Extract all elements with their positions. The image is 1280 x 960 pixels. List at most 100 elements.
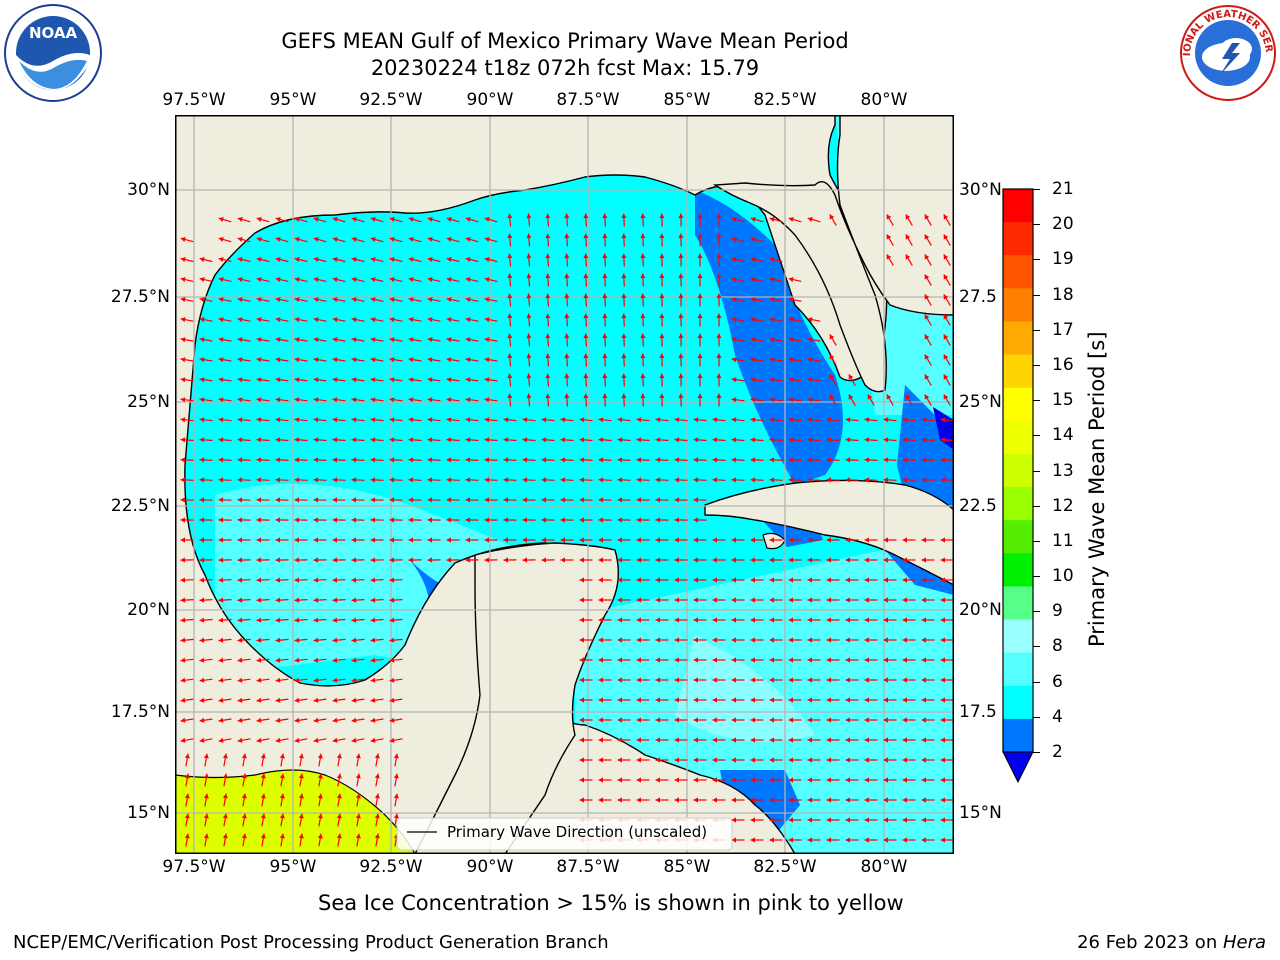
wave-arrow-head: [351, 237, 357, 242]
wave-arrow-head: [427, 357, 433, 363]
wave-arrow-head: [465, 277, 471, 283]
wave-arrow-head: [826, 617, 831, 623]
wave-arrow-head: [389, 337, 395, 343]
wave-arrow-head: [636, 577, 641, 583]
wave-arrow-head: [180, 337, 186, 343]
wave-arrow-head: [507, 293, 513, 299]
wave-arrow-head: [788, 557, 793, 563]
wave-arrow-head: [769, 477, 775, 483]
wave-arrow-head: [602, 373, 608, 379]
wave-arrow-head: [750, 437, 756, 443]
wave-arrow-head: [943, 214, 949, 220]
wave-arrow-head: [279, 773, 285, 779]
wave-arrow-head: [617, 717, 622, 723]
wave-arrow-head: [940, 817, 945, 823]
wave-arrow-head: [427, 217, 433, 222]
wave-arrow-head: [902, 457, 908, 463]
wave-arrow-head: [940, 777, 945, 783]
wave-arrow-head: [370, 277, 376, 283]
wave-arrow-head: [674, 417, 680, 423]
wave-arrow-head: [640, 373, 646, 379]
wave-arrow-head: [294, 337, 300, 343]
wave-arrow-head: [237, 257, 243, 263]
wave-arrow-head: [621, 313, 627, 319]
wave-arrow-head: [712, 657, 717, 663]
wave-arrow-head: [769, 317, 775, 323]
wave-arrow-head: [883, 437, 889, 443]
producer-credit: NCEP/EMC/Verification Post Processing Pr…: [13, 932, 609, 953]
wave-arrow-head: [826, 837, 831, 843]
wave-arrow-head: [180, 437, 186, 443]
wave-arrow-head: [370, 737, 376, 743]
wave-arrow-head: [769, 357, 775, 363]
wave-arrow-head: [655, 537, 660, 543]
wave-arrow-head: [883, 657, 888, 663]
wave-arrow-head: [886, 254, 892, 260]
period-below-2s-patch: [933, 407, 954, 450]
wave-arrow-head: [332, 637, 338, 643]
wave-arrow-head: [389, 357, 395, 363]
wave-arrow-head: [693, 517, 698, 523]
wave-arrow-head: [275, 637, 281, 643]
wave-arrow-head: [465, 237, 471, 242]
wave-arrow-head: [256, 217, 262, 222]
wave-arrow-head: [636, 617, 641, 623]
lon-tick: 87.5°W: [556, 90, 620, 110]
wave-arrow-head: [199, 617, 205, 623]
wave-arrow-head: [275, 737, 281, 743]
map-title: GEFS MEAN Gulf of Mexico Primary Wave Me…: [281, 29, 849, 53]
lon-tick: 82.5°W: [753, 90, 817, 110]
wave-arrow-head: [256, 517, 261, 523]
wave-arrow-head: [237, 277, 243, 283]
wave-arrow-head: [294, 317, 300, 323]
wave-arrow-head: [655, 737, 660, 743]
wave-arrow-head: [199, 517, 204, 523]
wave-arrow-head: [256, 437, 262, 443]
wave-arrow-head: [807, 417, 813, 423]
wave-arrow-head: [237, 677, 243, 683]
wave-arrow-head: [313, 217, 319, 222]
wave-arrow-head: [222, 753, 228, 759]
wave-arrow-head: [313, 597, 319, 603]
wave-arrow-head: [541, 557, 547, 563]
wave-arrow-head: [294, 737, 300, 743]
wave-arrow-head: [294, 717, 300, 723]
wave-arrow-head: [180, 297, 186, 303]
wave-arrow-head: [617, 757, 622, 763]
wave-arrow-head: [693, 777, 698, 783]
wave-arrow-head: [427, 457, 433, 463]
wave-arrow-head: [659, 213, 665, 219]
wave-arrow-head: [617, 677, 622, 683]
wave-arrow-head: [883, 777, 888, 783]
wave-arrow-head: [883, 417, 889, 423]
wave-arrow-head: [678, 233, 684, 239]
wave-arrow-head: [678, 353, 684, 359]
wave-arrow-head: [465, 217, 471, 222]
map-subtitle: 20230224 t18z 072h fcst Max: 15.79: [370, 56, 760, 80]
wave-arrow-head: [237, 697, 243, 703]
wave-arrow-head: [598, 457, 604, 463]
wave-arrow-head: [389, 497, 395, 503]
wave-arrow-head: [484, 557, 490, 563]
wave-arrow-head: [336, 813, 342, 819]
colorbar-segment: [1003, 553, 1033, 587]
wave-arrow-head: [465, 477, 471, 483]
wave-arrow-head: [845, 757, 850, 763]
wave-arrow-head: [218, 417, 224, 423]
wave-arrow-head: [465, 397, 471, 403]
lon-tick: 82.5°W: [753, 857, 817, 877]
wave-arrow-head: [636, 497, 642, 503]
colorbar: [1002, 188, 1034, 784]
wave-arrow-head: [750, 477, 756, 483]
wave-arrow-head: [446, 437, 452, 443]
wave-arrow-head: [617, 557, 622, 563]
wave-arrow-head: [332, 617, 338, 623]
wave-arrow-head: [788, 217, 794, 222]
wave-arrow-head: [389, 677, 395, 683]
wave-arrow-head: [598, 617, 603, 623]
wave-arrow-head: [351, 557, 357, 563]
wave-arrow-head: [826, 477, 832, 483]
wave-arrow-head: [807, 677, 812, 683]
wave-arrow-head: [674, 557, 679, 563]
wave-arrow-head: [313, 377, 319, 383]
